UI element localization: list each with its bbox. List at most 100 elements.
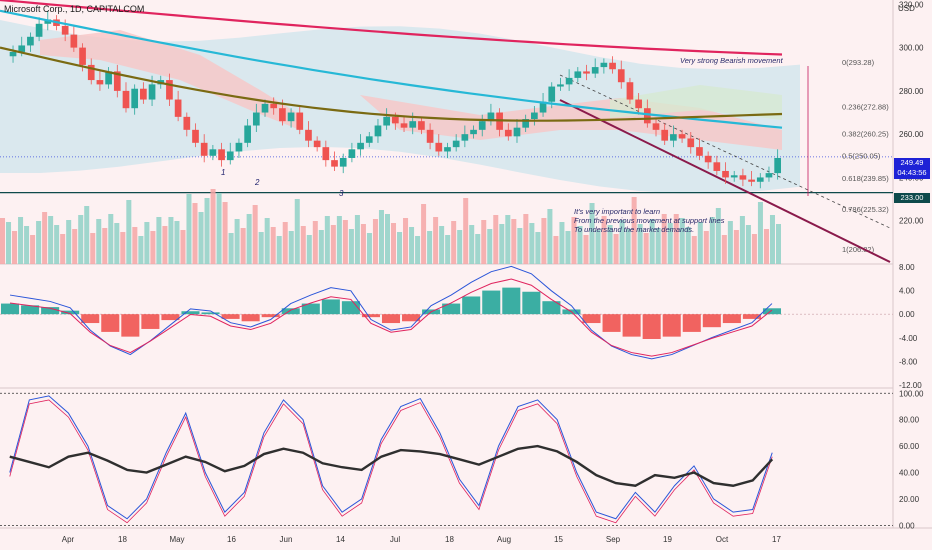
stochastic-pane[interactable] (0, 392, 893, 526)
volume-bar (715, 208, 721, 264)
volume-bar (102, 228, 108, 264)
candle-body (617, 69, 625, 83)
volume-bar (565, 231, 571, 264)
candle-body (79, 47, 86, 65)
current-price-tag: 249.49 04:43:56 (894, 158, 930, 179)
fib-label-6: 1(206.82) (842, 245, 875, 254)
moving-average-1 (0, 9, 783, 129)
candle-body (9, 51, 17, 57)
candle-body (765, 173, 773, 178)
price-tick-label: 300.00 (899, 44, 924, 53)
volume-bar (595, 230, 601, 264)
trendline-dashed (559, 74, 891, 229)
fib-label-5: 0.786(225.32) (842, 205, 889, 214)
volume-bar (649, 219, 655, 264)
candle-body (209, 149, 217, 156)
candle-body (504, 129, 512, 137)
volume-bar (475, 234, 481, 264)
time-tick-label: 19 (663, 535, 672, 544)
volume-bar (613, 234, 619, 264)
candle-body (61, 25, 69, 35)
macd-tick-label: 0.00 (899, 310, 915, 319)
volume-bar (463, 198, 469, 264)
volume-bar (469, 225, 475, 264)
candle-body (444, 147, 451, 152)
candle-body (339, 157, 347, 167)
volume-bar (679, 218, 685, 264)
candle-body (522, 119, 530, 128)
volume-bar (631, 197, 637, 264)
volume-bar (391, 223, 397, 264)
macd-histogram-bar (381, 314, 401, 324)
candle-body (704, 155, 712, 163)
time-tick-label: 18 (118, 535, 127, 544)
candle-body (539, 101, 547, 113)
macd-histogram-bar (462, 296, 481, 315)
volume-bar (739, 216, 745, 264)
candle-body (96, 80, 104, 85)
price-tick-label: 280.00 (899, 87, 924, 96)
macd-histogram-bar (642, 314, 661, 339)
moving-average-2 (0, 46, 783, 122)
time-tick-label: Jul (390, 535, 400, 544)
volume-bar (673, 214, 679, 264)
volume-bar (559, 222, 565, 264)
candle-body (713, 162, 721, 171)
volume-bar (72, 229, 78, 264)
volume-bar (415, 236, 421, 264)
candle-body (296, 112, 304, 130)
candle-body (426, 129, 434, 143)
time-tick-label: 14 (336, 535, 345, 544)
stoch-tick-label: 0.00 (899, 521, 915, 530)
time-tick-label: 15 (554, 535, 563, 544)
candle-body (470, 129, 477, 135)
volume-bar (336, 216, 342, 264)
volume-bar (529, 223, 535, 264)
volume-bar (589, 203, 595, 264)
volume-bar (204, 198, 210, 264)
macd-pane[interactable] (0, 265, 893, 360)
volume-bar (547, 209, 553, 264)
volume-bar (685, 227, 691, 264)
point-label-1: 1 (221, 168, 226, 177)
candle-body (565, 77, 573, 85)
fib-label-1: 0.236(272.88) (842, 102, 889, 111)
volume-bar (607, 225, 613, 264)
fib-label-4: 0.618(239.85) (842, 174, 889, 183)
volume-bar (96, 219, 102, 264)
macd-histogram-bar (21, 305, 40, 315)
volume-bar (571, 217, 577, 264)
stoch-d-line (9, 444, 774, 487)
price-pane[interactable] (0, 0, 783, 189)
volume-bar (210, 189, 216, 264)
volume-bar (655, 228, 661, 264)
macd-histogram-bar (542, 301, 561, 315)
time-tick-label: Jun (280, 535, 293, 544)
volume-bar (775, 224, 781, 264)
macd-histogram-bar (402, 314, 421, 322)
ichimoku-cloud-red-1 (40, 30, 300, 130)
volume-bar (577, 226, 583, 264)
volume-bar (384, 214, 390, 264)
candle-body (687, 138, 695, 148)
volume-bar (451, 221, 457, 264)
symbol-title[interactable]: Microsoft Corp., 1D, CAPITALCOM (4, 4, 145, 14)
candle-body (670, 134, 677, 141)
stoch-tick-label: 60.00 (899, 442, 920, 451)
volume-bar (84, 206, 90, 264)
candle-body (478, 121, 486, 130)
fib-label-2: 0.382(260.25) (842, 130, 889, 139)
candle-body (252, 112, 260, 126)
candle-body (696, 147, 703, 156)
volume-bar (517, 228, 523, 264)
macd-histogram-bar (602, 314, 621, 332)
volume-bar (288, 231, 294, 264)
volume-bar (697, 222, 703, 264)
bearish-note: Very strong Bearish movement (680, 56, 783, 65)
volume-bar (42, 212, 48, 264)
macd-histogram-bar (762, 308, 781, 315)
macd-histogram-bar (522, 291, 541, 315)
volume-bar (162, 226, 168, 264)
